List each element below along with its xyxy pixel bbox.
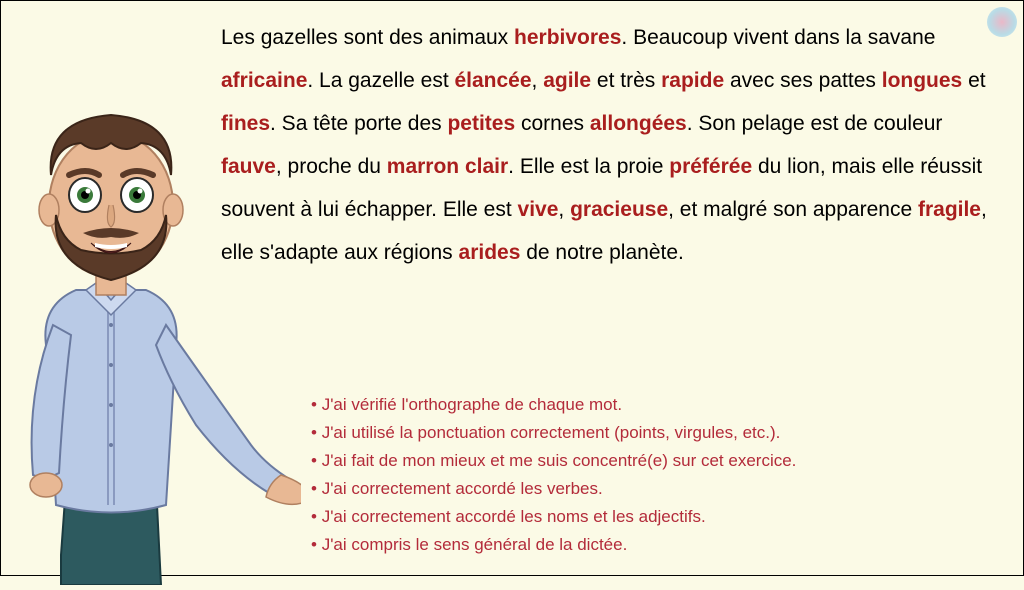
plain-text-run: , et malgré son apparence — [668, 198, 918, 221]
highlighted-word: préférée — [669, 155, 752, 178]
plain-text-run: et très — [591, 69, 661, 92]
plain-text-run: . Sa tête porte des — [270, 112, 447, 135]
highlighted-word: gracieuse — [570, 198, 668, 221]
highlighted-word: vive — [518, 198, 559, 221]
checklist-item: J'ai compris le sens général de la dicté… — [311, 531, 983, 559]
highlighted-word: arides — [459, 241, 521, 264]
checklist-item: J'ai utilisé la ponctuation correctement… — [311, 419, 983, 447]
plain-text-run: , proche du — [276, 155, 387, 178]
checklist-item: J'ai vérifié l'orthographe de chaque mot… — [311, 391, 983, 419]
plain-text-run: . Son pelage est de couleur — [687, 112, 943, 135]
plain-text-run: avec ses pattes — [724, 69, 882, 92]
highlighted-word: élancée — [454, 69, 531, 92]
highlighted-word: fragile — [918, 198, 981, 221]
checklist-item: J'ai fait de mon mieux et me suis concen… — [311, 447, 983, 475]
plain-text-run: de notre planète. — [520, 241, 683, 264]
highlighted-word: agile — [543, 69, 591, 92]
checklist-item: J'ai correctement accordé les verbes. — [311, 475, 983, 503]
self-check-list: J'ai vérifié l'orthographe de chaque mot… — [311, 391, 983, 559]
plain-text-run: . Elle est la proie — [508, 155, 669, 178]
plain-text-run: . Beaucoup vivent dans la savane — [621, 26, 935, 49]
highlighted-word: rapide — [661, 69, 724, 92]
plain-text-run: , — [532, 69, 544, 92]
checklist-item: J'ai correctement accordé les noms et le… — [311, 503, 983, 531]
highlighted-word: herbivores — [514, 26, 621, 49]
highlighted-word: marron clair — [387, 155, 508, 178]
highlighted-word: fauve — [221, 155, 276, 178]
highlighted-word: longues — [882, 69, 963, 92]
highlighted-word: africaine — [221, 69, 307, 92]
plain-text-run: Les gazelles sont des animaux — [221, 26, 514, 49]
highlighted-word: petites — [447, 112, 515, 135]
plain-text-run: , — [558, 198, 570, 221]
plain-text-run: cornes — [515, 112, 590, 135]
highlighted-word: allongées — [590, 112, 687, 135]
plain-text-run: et — [962, 69, 985, 92]
plain-text-run: . La gazelle est — [307, 69, 454, 92]
lesson-paragraph: Les gazelles sont des animaux herbivores… — [221, 16, 993, 274]
highlighted-word: fines — [221, 112, 270, 135]
main-content: Les gazelles sont des animaux herbivores… — [221, 16, 993, 274]
